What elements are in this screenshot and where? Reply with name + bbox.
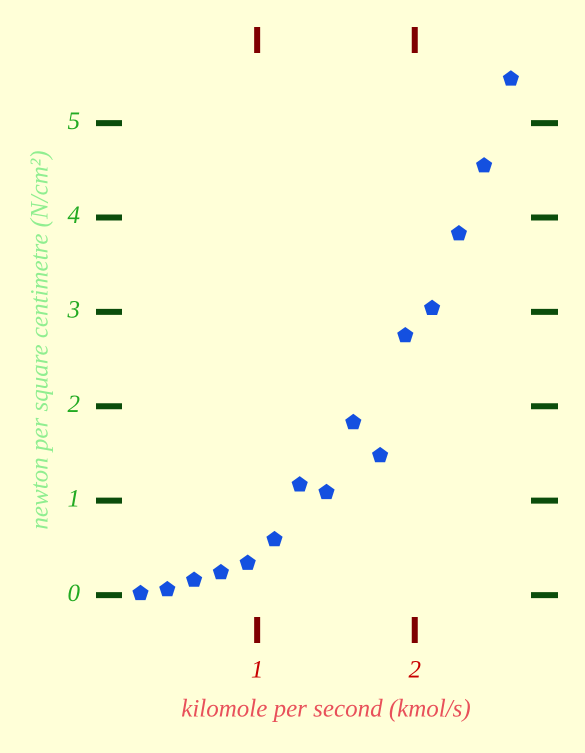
y-tick-label: 5 (68, 108, 81, 135)
x-tick-label: 2 (409, 657, 422, 684)
point (450, 225, 467, 241)
y-tick-label: 3 (67, 297, 81, 324)
y-tick-label: 1 (68, 485, 81, 512)
point (318, 483, 335, 500)
point (345, 413, 362, 430)
point (372, 446, 389, 463)
point (212, 563, 229, 580)
point (266, 530, 283, 547)
y-tick-label: 4 (68, 202, 81, 229)
point (132, 584, 149, 601)
point (186, 571, 203, 587)
point (291, 476, 308, 492)
x-tick-label: 1 (251, 657, 264, 684)
point (159, 580, 176, 597)
point (239, 554, 256, 570)
y-axis-label: newton per square centimetre (N/cm²) (27, 150, 54, 529)
point (424, 299, 441, 315)
point (397, 327, 414, 343)
x-axis-label: kilomole per second (kmol/s) (181, 696, 471, 723)
y-tick-label: 0 (68, 580, 81, 607)
point (502, 70, 519, 86)
point (476, 157, 493, 173)
y-tick-label: 2 (68, 391, 81, 418)
